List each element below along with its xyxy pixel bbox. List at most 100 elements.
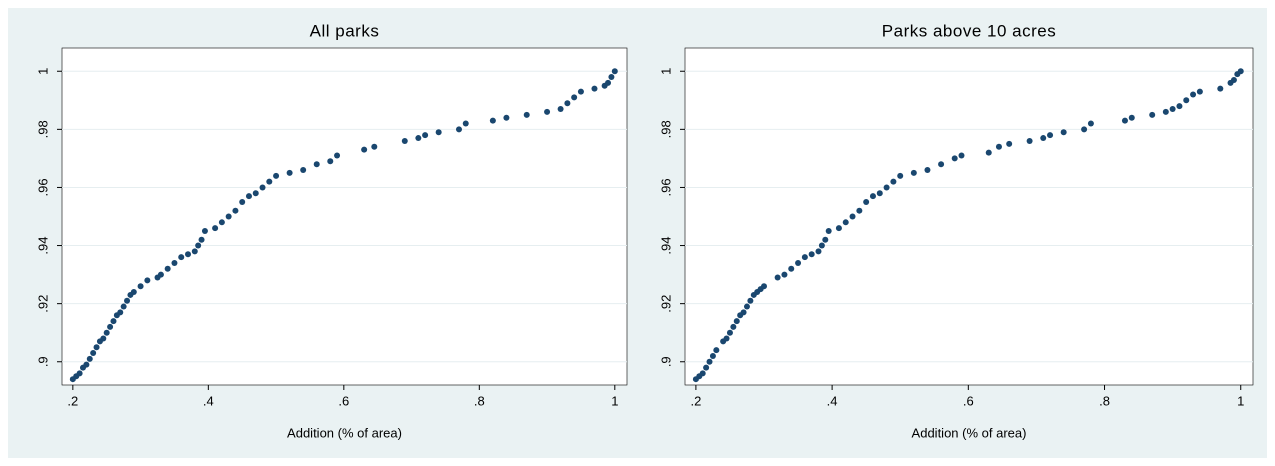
point: [415, 135, 422, 142]
point: [232, 207, 239, 214]
point: [1026, 137, 1033, 144]
point: [723, 335, 730, 342]
x-tick-label: 1: [1237, 393, 1244, 408]
point: [523, 111, 530, 118]
point: [178, 254, 185, 261]
point: [1237, 68, 1244, 75]
point: [313, 161, 320, 168]
point: [1081, 126, 1088, 133]
point: [835, 225, 842, 232]
y-tick-label: .92: [658, 295, 673, 313]
point: [1006, 140, 1013, 147]
point: [1128, 114, 1135, 121]
point: [90, 350, 97, 357]
point: [801, 254, 808, 261]
point: [435, 129, 442, 136]
point: [985, 149, 992, 156]
point: [808, 251, 815, 258]
x-tick-label: 1: [611, 393, 618, 408]
point: [557, 106, 564, 113]
point: [924, 167, 931, 174]
point: [218, 219, 225, 226]
point: [863, 198, 870, 205]
point: [856, 207, 863, 214]
y-tick-label: 1: [35, 68, 50, 75]
point: [706, 358, 713, 365]
point: [462, 120, 469, 127]
y-tick-label: .94: [658, 237, 673, 255]
y-tick-label: .94: [35, 237, 50, 255]
chart-title: Parks above 10 acres: [882, 21, 1056, 40]
point: [107, 323, 114, 330]
point: [334, 152, 341, 159]
point: [1087, 120, 1094, 127]
point: [815, 248, 822, 255]
point: [897, 172, 904, 179]
point: [259, 184, 266, 191]
x-axis-label: Addition (% of area): [287, 425, 402, 440]
point: [938, 161, 945, 168]
point: [842, 219, 849, 226]
point: [201, 228, 208, 235]
point: [191, 248, 198, 255]
point: [157, 271, 164, 278]
point: [164, 265, 171, 272]
point: [825, 228, 832, 235]
point: [93, 344, 100, 351]
point: [699, 370, 706, 377]
point: [76, 370, 83, 377]
point: [455, 126, 462, 133]
point: [86, 355, 93, 362]
point: [869, 193, 876, 200]
point: [266, 178, 273, 185]
point: [273, 172, 280, 179]
point: [1047, 132, 1054, 139]
point: [1121, 117, 1128, 124]
point: [910, 169, 917, 176]
point: [110, 318, 117, 325]
point: [1060, 129, 1067, 136]
point: [822, 236, 829, 243]
x-tick-label: .8: [474, 393, 485, 408]
point: [1149, 111, 1156, 118]
point: [286, 169, 293, 176]
point: [212, 225, 219, 232]
plot-area: [684, 47, 1254, 386]
point: [1217, 85, 1224, 92]
point: [422, 132, 429, 139]
point: [120, 303, 127, 310]
x-axis-label: Addition (% of area): [912, 425, 1027, 440]
x-tick-label: .6: [338, 393, 349, 408]
point: [743, 303, 750, 310]
point: [503, 114, 510, 121]
point: [795, 259, 802, 266]
point: [144, 277, 151, 284]
y-tick-label: 1: [658, 68, 673, 75]
point: [124, 297, 131, 304]
point: [100, 335, 107, 342]
point: [571, 94, 578, 101]
point: [544, 108, 551, 115]
point: [1183, 97, 1190, 104]
point: [83, 361, 90, 368]
point: [117, 309, 124, 316]
point: [611, 68, 618, 75]
point: [761, 283, 768, 290]
point: [1230, 76, 1237, 83]
point: [1162, 108, 1169, 115]
point: [788, 265, 795, 272]
point: [703, 364, 710, 371]
point: [1169, 106, 1176, 113]
point: [591, 85, 598, 92]
point: [709, 352, 716, 359]
plot-area: [61, 47, 628, 386]
y-tick-label: .98: [35, 120, 50, 138]
point: [1176, 103, 1183, 110]
point: [608, 74, 615, 81]
point: [605, 79, 612, 86]
point: [564, 100, 571, 107]
x-tick-label: .6: [963, 393, 974, 408]
point: [849, 213, 856, 220]
y-tick-label: .96: [658, 178, 673, 196]
point: [740, 309, 747, 316]
